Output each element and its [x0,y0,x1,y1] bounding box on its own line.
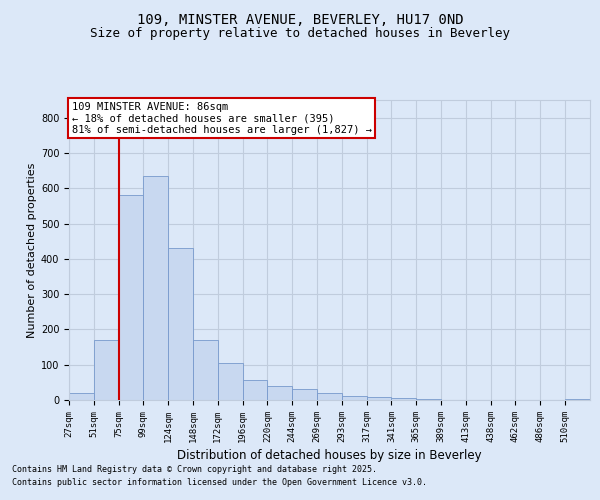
Text: 109, MINSTER AVENUE, BEVERLEY, HU17 0ND: 109, MINSTER AVENUE, BEVERLEY, HU17 0ND [137,12,463,26]
Bar [119,196,143,400]
Text: 109 MINSTER AVENUE: 86sqm
← 18% of detached houses are smaller (395)
81% of semi: 109 MINSTER AVENUE: 86sqm ← 18% of detac… [71,102,371,134]
Text: Contains public sector information licensed under the Open Government Licence v3: Contains public sector information licen… [12,478,427,487]
Bar [94,340,119,400]
Bar [143,176,168,400]
Bar [242,380,268,400]
Y-axis label: Number of detached properties: Number of detached properties [26,162,37,338]
Bar [391,398,416,400]
X-axis label: Distribution of detached houses by size in Beverley: Distribution of detached houses by size … [177,449,482,462]
Bar [565,398,590,400]
Text: Size of property relative to detached houses in Beverley: Size of property relative to detached ho… [90,28,510,40]
Bar [193,340,218,400]
Bar [268,386,292,400]
Bar [168,248,193,400]
Bar [342,396,367,400]
Bar [317,393,342,400]
Bar [69,393,94,400]
Bar [218,363,242,400]
Bar [292,390,317,400]
Text: Contains HM Land Registry data © Crown copyright and database right 2025.: Contains HM Land Registry data © Crown c… [12,466,377,474]
Bar [367,397,391,400]
